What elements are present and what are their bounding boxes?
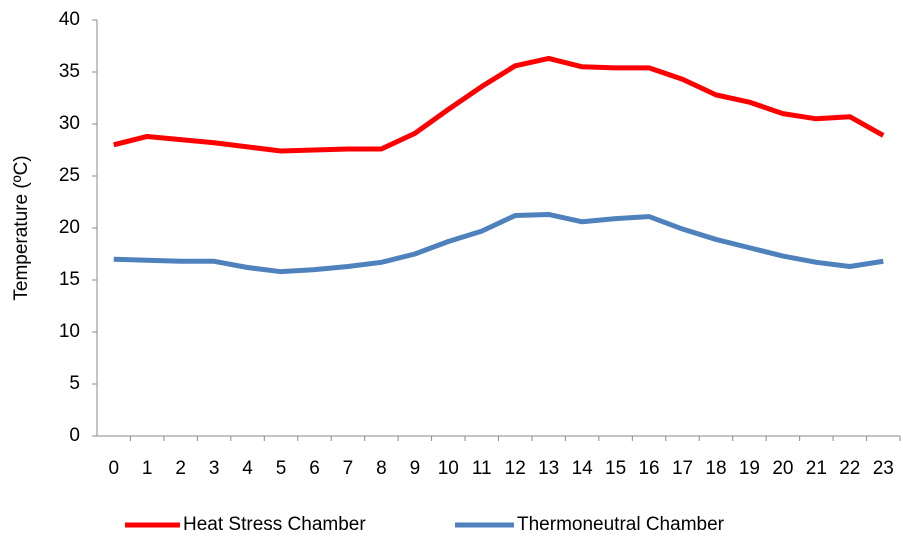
series-line [113, 211, 884, 275]
x-tick-label: 8 [376, 458, 387, 479]
x-tick-label: 10 [438, 458, 459, 479]
legend-label: Thermoneutral Chamber [517, 514, 725, 535]
series-line [113, 55, 885, 154]
x-tick-label: 3 [209, 458, 220, 479]
x-tick-label: 22 [839, 458, 860, 479]
x-tick-label: 4 [242, 458, 253, 479]
y-tick-label: 0 [69, 425, 80, 446]
y-tick-label: 30 [59, 113, 80, 134]
x-tick-label: 19 [739, 458, 760, 479]
legend-label: Heat Stress Chamber [183, 514, 366, 535]
x-tick-label: 21 [806, 458, 827, 479]
x-tick-label: 18 [705, 458, 726, 479]
y-tick-label: 40 [59, 9, 80, 30]
y-axis-label: Temperature (ºC) [11, 155, 32, 300]
x-tick-label: 20 [772, 458, 793, 479]
x-tick-label: 1 [142, 458, 153, 479]
x-tick-label: 6 [309, 458, 320, 479]
x-tick-label: 11 [472, 458, 492, 479]
x-tick-label: 17 [672, 458, 693, 479]
y-tick-label: 15 [59, 269, 80, 290]
y-tick-label: 20 [59, 217, 80, 238]
y-tick-label: 35 [59, 61, 80, 82]
y-tick-label: 25 [59, 165, 80, 186]
x-tick-label: 12 [505, 458, 526, 479]
x-tick-label: 14 [572, 458, 594, 479]
x-tick-label: 7 [343, 458, 354, 479]
x-tick-label: 16 [638, 458, 659, 479]
x-tick-label: 13 [538, 458, 559, 479]
x-tick-label: 2 [175, 458, 186, 479]
y-tick-label: 10 [59, 321, 80, 342]
x-tick-label: 0 [108, 458, 119, 479]
x-tick-label: 5 [276, 458, 287, 479]
x-tick-label: 9 [410, 458, 421, 479]
x-tick-label: 23 [873, 458, 894, 479]
y-tick-label: 5 [69, 373, 80, 394]
x-tick-label: 15 [605, 458, 626, 479]
